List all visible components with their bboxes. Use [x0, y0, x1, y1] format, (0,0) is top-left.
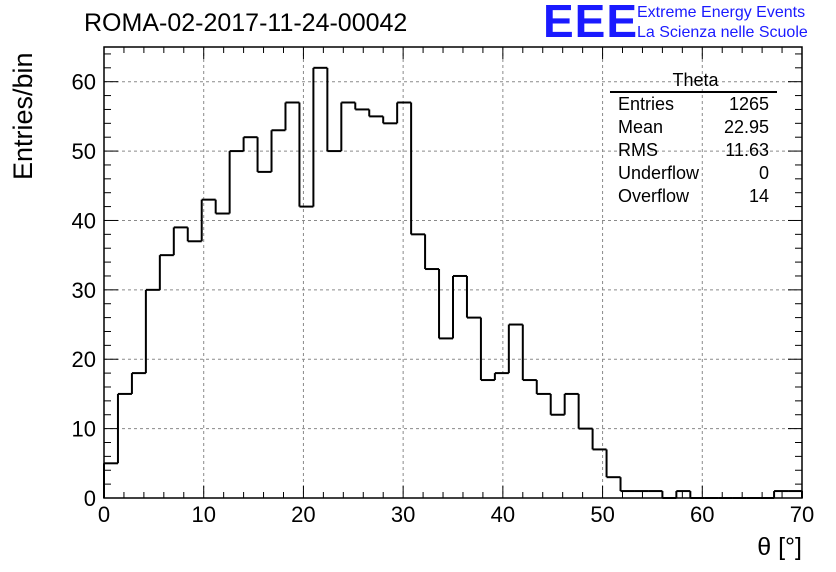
stats-box: Theta Entries 1265 Mean 22.95 RMS 11.63 … [610, 70, 777, 208]
stats-row-overflow: Overflow 14 [610, 185, 777, 208]
stats-label: RMS [618, 140, 658, 160]
y-tick-label: 0 [84, 486, 96, 511]
x-tick-label: 40 [491, 502, 515, 527]
stats-value: 14 [748, 186, 769, 206]
logo-text-line1: Extreme Energy Events [637, 4, 806, 21]
stats-row-entries: Entries 1265 [610, 93, 777, 116]
y-axis-label: Entries/bin [8, 52, 38, 180]
y-tick-label: 20 [72, 347, 96, 372]
stats-value: 22.95 [723, 117, 769, 137]
x-tick-label: 10 [191, 502, 215, 527]
x-tick-label: 70 [790, 502, 814, 527]
stats-row-rms: RMS 11.63 [610, 139, 777, 162]
stats-value: 0 [758, 163, 769, 183]
logo-mark: EEE [543, 0, 639, 47]
stats-label: Underflow [618, 163, 700, 183]
stats-label: Mean [618, 117, 664, 137]
stats-row-mean: Mean 22.95 [610, 116, 777, 139]
x-axis-label: θ [°] [757, 533, 802, 561]
x-tick-label: 30 [391, 502, 415, 527]
eee-logo: EEE Extreme Energy Events La Scienza nel… [543, 0, 833, 47]
y-tick-label: 30 [72, 278, 96, 303]
stats-value: 11.63 [725, 140, 769, 160]
stats-label: Overflow [618, 186, 690, 206]
stats-value: 1265 [728, 94, 769, 114]
chart-title: ROMA-02-2017-11-24-00042 [84, 9, 408, 37]
y-tick-label: 60 [72, 70, 96, 95]
stats-title: Theta [610, 70, 777, 93]
x-tick-label: 0 [98, 502, 110, 527]
plot-frame [103, 46, 803, 499]
y-tick-label: 50 [72, 139, 96, 164]
x-tick-label: 50 [590, 502, 614, 527]
x-tick-label: 20 [291, 502, 315, 527]
y-tick-label: 40 [72, 208, 96, 233]
stats-label: Entries [618, 94, 675, 114]
stats-row-underflow: Underflow 0 [610, 162, 777, 185]
logo-text-line2: La Scienza nelle Scuole [637, 24, 808, 41]
x-tick-label: 60 [690, 502, 714, 527]
y-tick-label: 10 [72, 417, 96, 442]
